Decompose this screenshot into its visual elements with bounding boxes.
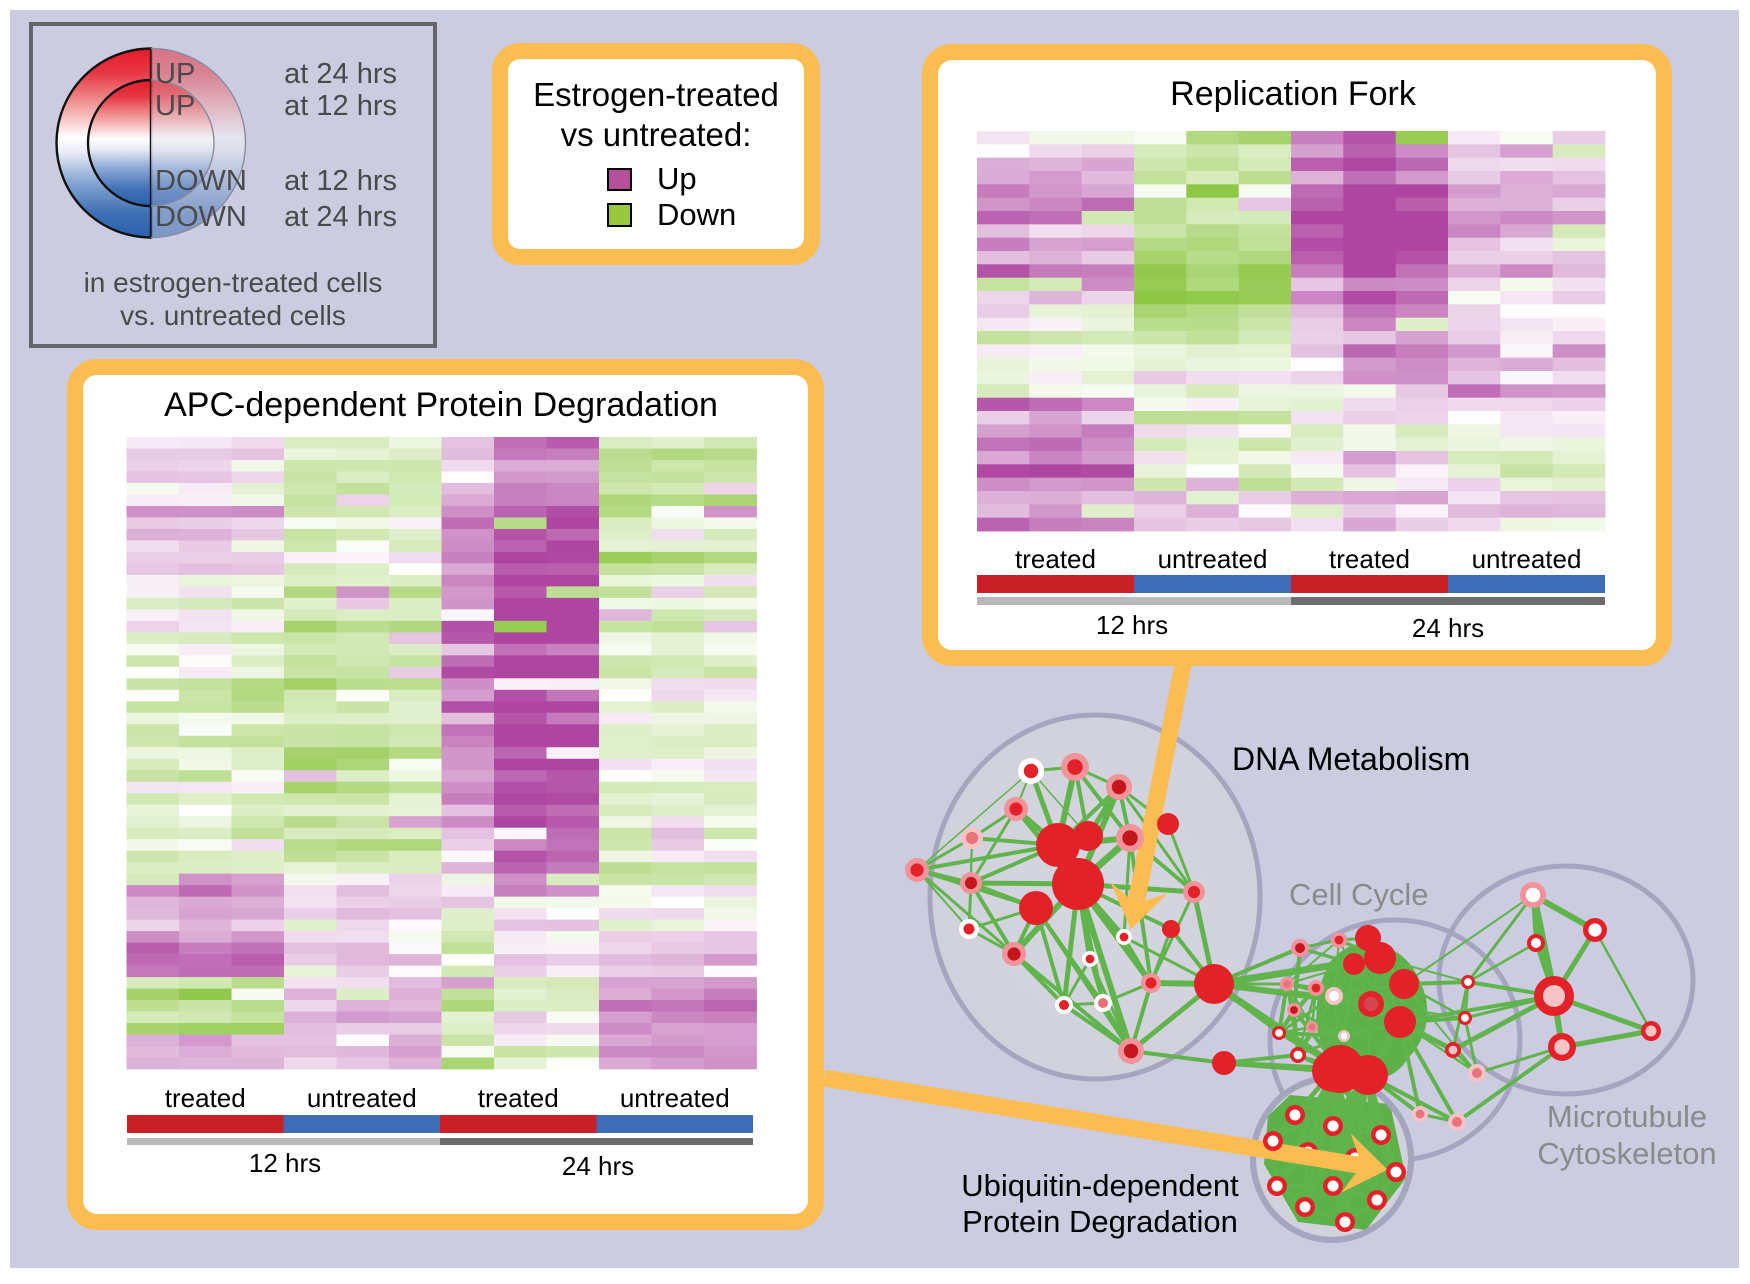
svg-text:UP: UP (155, 58, 195, 90)
svg-text:Cytoskeleton: Cytoskeleton (1537, 1136, 1716, 1171)
svg-text:Estrogen-treated: Estrogen-treated (533, 76, 779, 113)
svg-text:24 hrs: 24 hrs (562, 1151, 634, 1181)
svg-text:Down: Down (657, 197, 736, 232)
svg-text:DOWN: DOWN (155, 165, 247, 197)
svg-text:12 hrs: 12 hrs (1096, 610, 1168, 640)
svg-text:12 hrs: 12 hrs (249, 1148, 321, 1178)
svg-text:APC-dependent Protein Degradat: APC-dependent Protein Degradation (164, 386, 718, 424)
svg-text:Cell Cycle: Cell Cycle (1289, 877, 1429, 912)
svg-text:DNA Metabolism: DNA Metabolism (1232, 741, 1470, 777)
svg-text:at 24 hrs: at 24 hrs (284, 58, 397, 90)
svg-text:Replication Fork: Replication Fork (1170, 75, 1417, 113)
svg-text:vs untreated:: vs untreated: (561, 116, 752, 153)
svg-text:Up: Up (657, 161, 697, 196)
svg-text:at 12 hrs: at 12 hrs (284, 165, 397, 197)
svg-text:Protein Degradation: Protein Degradation (962, 1204, 1238, 1239)
svg-text:treated: treated (165, 1083, 246, 1113)
svg-text:at 12 hrs: at 12 hrs (284, 90, 397, 122)
svg-text:in estrogen-treated cells: in estrogen-treated cells (84, 267, 383, 298)
svg-text:Ubiquitin-dependent: Ubiquitin-dependent (961, 1168, 1239, 1203)
svg-text:treated: treated (1329, 544, 1410, 574)
svg-text:UP: UP (155, 90, 195, 122)
svg-text:at 24 hrs: at 24 hrs (284, 201, 397, 233)
svg-text:Microtubule: Microtubule (1547, 1099, 1707, 1134)
svg-text:treated: treated (1015, 544, 1096, 574)
svg-text:untreated: untreated (1472, 544, 1582, 574)
svg-text:DOWN: DOWN (155, 201, 247, 233)
svg-text:24 hrs: 24 hrs (1412, 613, 1484, 643)
svg-text:untreated: untreated (1158, 544, 1268, 574)
svg-text:treated: treated (478, 1083, 559, 1113)
svg-text:untreated: untreated (620, 1083, 730, 1113)
svg-text:untreated: untreated (307, 1083, 417, 1113)
svg-text:vs. untreated cells: vs. untreated cells (120, 300, 346, 331)
